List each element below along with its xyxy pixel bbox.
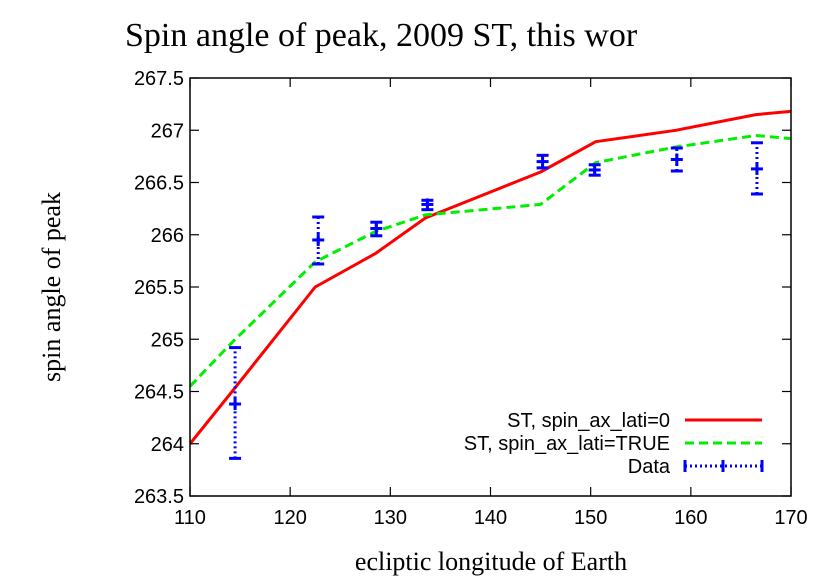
- data-point: [536, 153, 549, 170]
- x-axis: 110 120 130 140 150 160 170: [174, 78, 808, 529]
- data-point: [370, 220, 383, 238]
- data-point: [421, 198, 434, 212]
- x-axis-label: ecliptic longitude of Earth: [355, 547, 627, 576]
- y-tick-label: 265.5: [134, 277, 184, 299]
- y-tick-label: 267: [151, 120, 184, 142]
- x-tick-label: 170: [774, 507, 807, 529]
- y-axis-label: spin angle of peak: [37, 192, 66, 382]
- legend: ST, spin_ax_lati=0ST, spin_ax_lati=TRUED…: [464, 410, 764, 478]
- data-point: [312, 215, 325, 266]
- series-layer: [190, 109, 791, 460]
- x-tick-label: 150: [574, 507, 607, 529]
- data-point: [588, 163, 601, 177]
- x-tick-label: 130: [374, 507, 407, 529]
- y-tick-label: 266: [151, 225, 184, 247]
- legend-swatch: [683, 460, 764, 472]
- legend-label: ST, spin_ax_lati=TRUE: [464, 433, 670, 455]
- legend-label: ST, spin_ax_lati=0: [507, 410, 670, 432]
- y-tick-label: 264.5: [134, 382, 184, 404]
- y-tick-label: 266.5: [134, 173, 184, 195]
- series-line-1: [190, 134, 791, 388]
- chart-title: Spin angle of peak, 2009 ST, this wor: [125, 17, 638, 54]
- y-tick-label: 264: [151, 434, 184, 456]
- data-point: [750, 141, 763, 196]
- x-tick-label: 160: [674, 507, 707, 529]
- y-axis: 263.5 264 264.5 265 265.5 266 266.5 267 267.5: [134, 68, 791, 508]
- x-tick-label: 120: [273, 507, 306, 529]
- data-point: [670, 146, 683, 173]
- y-tick-label: 267.5: [134, 68, 184, 90]
- data-point: [229, 346, 242, 460]
- legend-label: Data: [628, 456, 671, 478]
- x-tick-label: 110: [174, 507, 206, 529]
- y-tick-label: 265: [151, 329, 184, 351]
- y-tick-label: 263.5: [134, 486, 184, 508]
- series-line-0: [190, 109, 791, 445]
- x-tick-label: 140: [474, 507, 507, 529]
